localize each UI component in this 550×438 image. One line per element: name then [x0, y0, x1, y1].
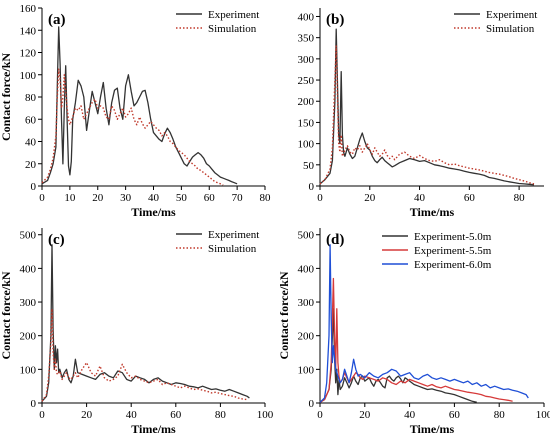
x-axis-title: Time/ms	[410, 205, 455, 219]
panel-label: (d)	[326, 232, 344, 248]
y-axis-title: Contact force/kN	[0, 53, 13, 141]
x-tick-label: 100	[257, 409, 274, 421]
x-tick-label: 80	[215, 409, 227, 421]
x-tick-label: 50	[176, 192, 188, 204]
y-tick-label: 350	[298, 33, 315, 45]
legend-label: Simulation	[208, 23, 257, 35]
y-tick-label: 100	[298, 139, 315, 151]
x-tick-label: 0	[317, 409, 323, 421]
chart-panel-3: 0 20 40 60 80 100 0 100 200 300 400 500 Time/ms Conta…	[0, 228, 274, 436]
legend-label: Experiment-6.0m	[414, 259, 492, 271]
x-tick-label: 10	[64, 192, 76, 204]
x-tick-label: 80	[494, 409, 506, 421]
x-tick-label: 0	[39, 192, 45, 204]
x-tick-label: 40	[148, 192, 160, 204]
y-tick-label: 40	[25, 137, 37, 149]
legend-label: Experiment	[208, 9, 259, 21]
y-tick-label: 200	[298, 331, 315, 343]
y-tick-label: 100	[298, 364, 315, 376]
series-line-2	[319, 45, 535, 185]
y-tick-label: 0	[309, 398, 315, 410]
x-tick-label: 30	[120, 192, 132, 204]
y-tick-label: 140	[20, 25, 37, 37]
y-tick-label: 300	[20, 297, 37, 309]
x-axis-title: Time/ms	[131, 205, 176, 219]
y-tick-label: 400	[20, 263, 37, 275]
x-axis-title: Time/ms	[131, 422, 176, 436]
series-line-1	[319, 28, 535, 186]
y-tick-label: 0	[31, 398, 37, 410]
panel-label: (c)	[48, 232, 65, 248]
y-tick-label: 150	[298, 117, 315, 129]
y-tick-label: 200	[298, 96, 315, 108]
legend-label: Experiment-5.5m	[414, 245, 492, 257]
x-tick-label: 0	[317, 192, 323, 204]
y-tick-label: 400	[298, 11, 315, 23]
series-line-2	[319, 277, 513, 403]
y-axis-title: Contact force/kN	[277, 271, 291, 359]
chart-panel-4: 0 20 40 60 80 100 0 100 200 300 400 500 Time/ms Conta…	[277, 228, 550, 436]
x-tick-label: 60	[464, 192, 476, 204]
x-tick-label: 60	[449, 409, 461, 421]
series-line-3	[319, 244, 529, 403]
x-tick-label: 80	[514, 192, 526, 204]
y-tick-label: 500	[298, 230, 315, 242]
y-tick-label: 500	[20, 230, 37, 242]
chart-panel-2: 0 20 40 60 80 0 50 100 150 200 250 300 350 400 Time/ms…	[298, 8, 544, 219]
y-tick-label: 300	[298, 54, 315, 66]
y-tick-label: 0	[31, 181, 37, 193]
panel-label: (b)	[326, 12, 344, 28]
y-tick-label: 50	[303, 160, 315, 172]
x-tick-label: 20	[359, 409, 371, 421]
y-tick-label: 100	[20, 364, 37, 376]
series-line-1	[41, 244, 250, 402]
y-tick-label: 160	[20, 3, 37, 15]
legend-label: Simulation	[208, 243, 257, 255]
x-axis-title: Time/ms	[410, 422, 455, 436]
y-tick-label: 20	[25, 159, 37, 171]
y-tick-label: 120	[20, 48, 37, 60]
x-tick-label: 70	[232, 192, 244, 204]
series-line-1	[41, 26, 238, 185]
legend-label: Experiment	[486, 9, 537, 21]
y-tick-label: 80	[25, 92, 37, 104]
x-tick-label: 60	[170, 409, 182, 421]
x-tick-label: 40	[126, 409, 138, 421]
x-tick-label: 20	[92, 192, 104, 204]
x-tick-label: 20	[81, 409, 93, 421]
y-tick-label: 100	[20, 70, 37, 82]
panel-label: (a)	[48, 12, 66, 28]
y-tick-label: 200	[20, 331, 37, 343]
series-line-2	[41, 68, 224, 186]
x-tick-label: 0	[39, 409, 45, 421]
y-tick-label: 60	[25, 114, 37, 126]
legend-label: Simulation	[486, 23, 535, 35]
x-tick-label: 100	[536, 409, 550, 421]
y-tick-label: 300	[298, 297, 315, 309]
x-tick-label: 20	[364, 192, 376, 204]
y-tick-label: 0	[309, 181, 315, 193]
x-tick-label: 40	[404, 409, 416, 421]
series-line-1	[319, 308, 477, 403]
x-tick-label: 40	[414, 192, 426, 204]
legend-label: Experiment	[208, 229, 259, 241]
x-tick-label: 80	[260, 192, 272, 204]
y-tick-label: 400	[298, 263, 315, 275]
x-tick-label: 60	[204, 192, 216, 204]
y-axis-title: Contact force/kN	[0, 271, 13, 359]
legend-label: Experiment-5.0m	[414, 231, 492, 243]
chart-panel-1: 0 10 20 30 40 50 60 70 80 0 20 40 60 80 100 120 140 160 Ti…	[0, 3, 271, 219]
y-tick-label: 250	[298, 75, 315, 87]
series-line-2	[41, 308, 248, 402]
